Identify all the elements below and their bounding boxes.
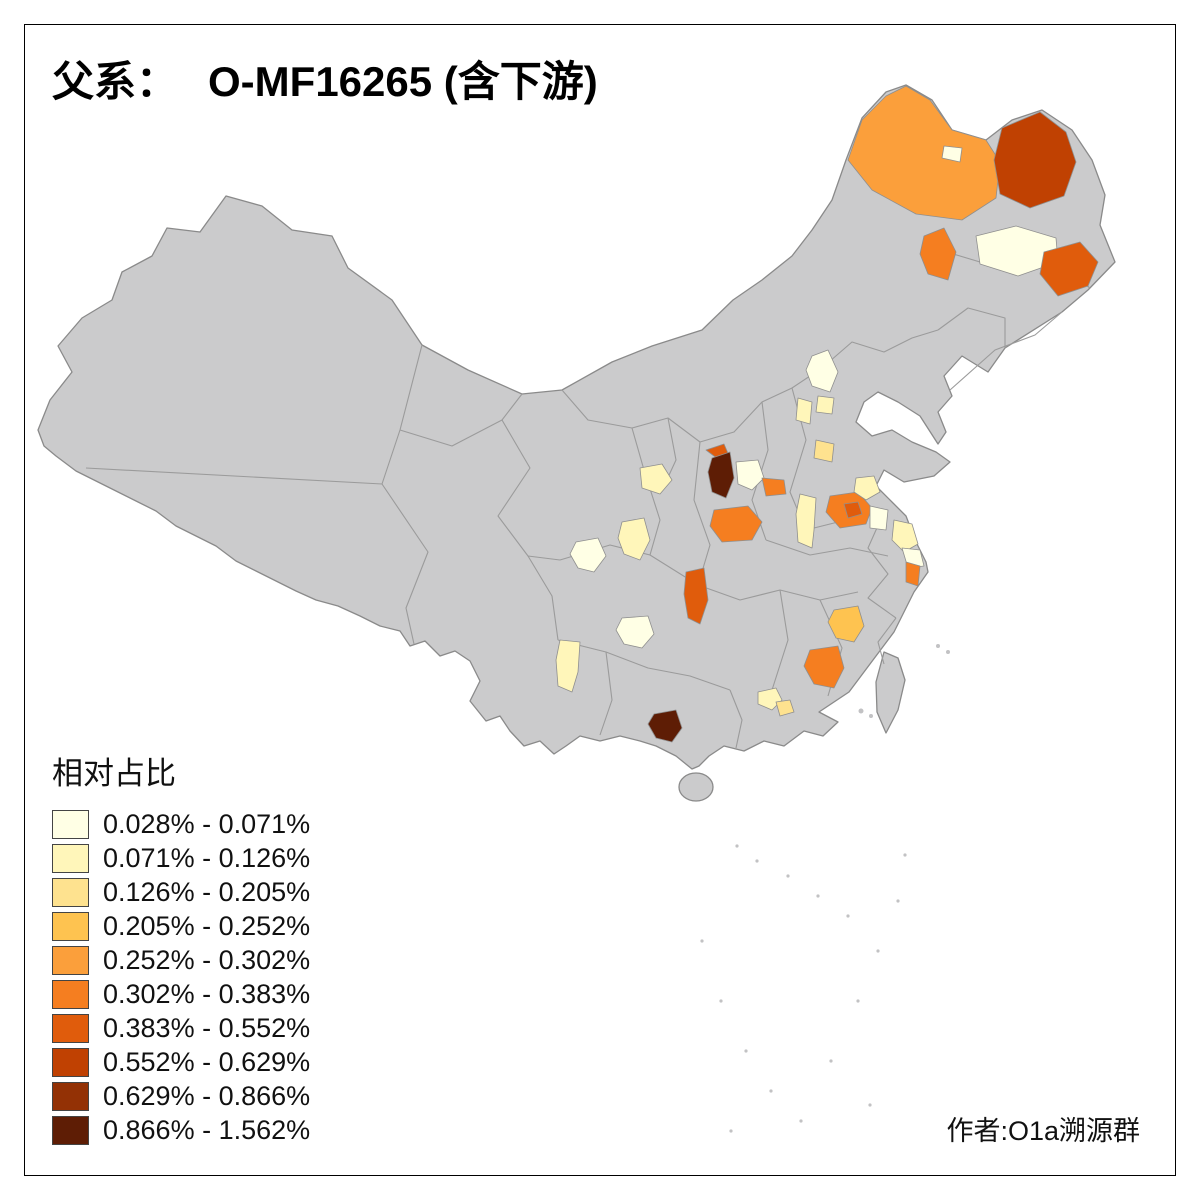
legend-row: 0.126% - 0.205%: [52, 877, 310, 907]
legend-rows: 0.028% - 0.071% 0.071% - 0.126% 0.126% - 0…: [52, 809, 310, 1145]
china-mainland: [37, 84, 1116, 770]
taiwan-island: [875, 651, 906, 734]
prefecture-region: [843, 501, 863, 519]
prefecture-region: [795, 493, 817, 549]
legend-title: 相对占比: [52, 756, 176, 791]
prefecture-region: [891, 519, 919, 553]
prefecture-region: [569, 537, 607, 573]
legend-label: 0.552% - 0.629%: [103, 1046, 311, 1077]
legend-swatch: [52, 809, 89, 839]
legend-row: 0.205% - 0.252%: [52, 911, 310, 941]
legend-row: 0.071% - 0.126%: [52, 843, 310, 873]
legend-label: 0.071% - 0.126%: [103, 842, 311, 873]
prefecture-region: [1039, 241, 1099, 297]
legend-row: 0.866% - 1.562%: [52, 1115, 310, 1145]
south-china-sea-islands: [700, 844, 907, 1133]
prefecture-region: [639, 463, 673, 495]
prefecture-region: [795, 397, 813, 425]
legend-label: 0.629% - 0.866%: [103, 1080, 311, 1111]
prefecture-region: [615, 615, 655, 649]
offshore-islands: [858, 644, 950, 718]
prefecture-region: [853, 475, 881, 501]
legend-swatch: [52, 945, 89, 975]
prefecture-region: [813, 439, 835, 463]
prefecture-region: [683, 567, 709, 625]
prefecture-region: [707, 451, 735, 499]
prefecture-region: [827, 605, 865, 643]
legend-label: 0.126% - 0.205%: [103, 876, 311, 907]
page-title: 父系： O-MF16265 (含下游): [52, 48, 598, 109]
legend-swatch: [52, 1013, 89, 1043]
prefecture-region: [775, 699, 795, 717]
prefecture-region: [805, 349, 839, 393]
legend: 相对占比 0.028% - 0.071% 0.071% - 0.126% 0.126…: [52, 748, 310, 1149]
legend-swatch: [52, 979, 89, 1009]
legend-swatch: [52, 911, 89, 941]
legend-label: 0.302% - 0.383%: [103, 978, 311, 1009]
prefecture-region: [803, 645, 845, 689]
prefecture-region: [735, 459, 765, 491]
legend-swatch: [52, 1047, 89, 1077]
legend-label: 0.383% - 0.552%: [103, 1012, 311, 1043]
prefecture-region: [919, 227, 957, 281]
attribution: 作者:O1a溯源群: [946, 1116, 1140, 1146]
legend-row: 0.302% - 0.383%: [52, 979, 310, 1009]
legend-row: 0.028% - 0.071%: [52, 809, 310, 839]
legend-label: 0.205% - 0.252%: [103, 910, 311, 941]
legend-row: 0.383% - 0.552%: [52, 1013, 310, 1043]
prefecture-region: [869, 505, 889, 531]
legend-label: 0.866% - 1.562%: [103, 1114, 311, 1145]
legend-swatch: [52, 1081, 89, 1111]
prefecture-region: [647, 709, 683, 743]
legend-row: 0.629% - 0.866%: [52, 1081, 310, 1111]
legend-label: 0.252% - 0.302%: [103, 944, 311, 975]
prefecture-region: [709, 505, 763, 543]
legend-row: 0.252% - 0.302%: [52, 945, 310, 975]
hainan-island: [678, 772, 714, 802]
shaded-prefectures: [555, 85, 1099, 743]
legend-swatch: [52, 843, 89, 873]
prefecture-region: [761, 477, 787, 497]
prefecture-region: [941, 145, 963, 163]
prefecture-region: [847, 85, 1001, 221]
legend-label: 0.028% - 0.071%: [103, 808, 311, 839]
prefecture-region: [993, 111, 1077, 209]
title-prefix: 父系：: [52, 58, 179, 105]
legend-swatch: [52, 1115, 89, 1145]
legend-swatch: [52, 877, 89, 907]
prefecture-region: [555, 639, 581, 693]
prefecture-region: [617, 517, 651, 561]
prefecture-region: [815, 395, 835, 415]
legend-row: 0.552% - 0.629%: [52, 1047, 310, 1077]
prefecture-region: [905, 561, 921, 587]
title-haplogroup: O-MF16265 (含下游): [208, 58, 598, 105]
